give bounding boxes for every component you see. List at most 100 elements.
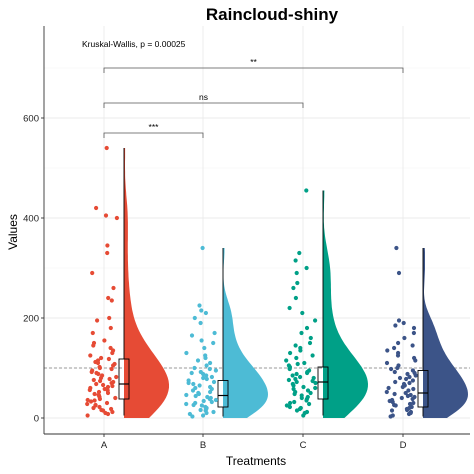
data-point [106,295,111,301]
data-point [89,369,94,375]
data-point [410,396,415,402]
data-point [399,395,404,401]
y-tick-label: 600 [23,114,39,125]
axes: 0 200 400 600 A B C D [23,26,470,451]
data-point [403,390,408,396]
significance-bracket [103,67,404,73]
data-point [105,243,110,248]
data-point [298,374,303,380]
data-point [294,371,299,377]
y-tick-label: 200 [23,314,39,325]
data-point [385,348,390,353]
violin-cloud-c [323,190,368,418]
data-point [186,380,191,386]
data-point [94,205,99,211]
data-point [392,345,397,351]
data-point [106,356,111,362]
data-point [313,385,318,391]
data-point [302,360,307,366]
data-point [405,393,410,399]
data-point [401,320,406,326]
data-point [203,310,208,316]
data-point [299,395,304,401]
data-point [413,358,418,363]
data-point [295,280,300,286]
data-point [395,365,400,371]
data-point [184,350,189,356]
data-point [190,414,195,419]
data-point [88,353,93,358]
data-point [295,361,300,367]
data-point [393,379,398,385]
data-point [192,365,197,371]
data-point [85,413,90,418]
data-point [213,397,218,403]
data-point [286,377,291,383]
data-point [111,363,116,368]
data-point [201,398,206,404]
data-point [304,398,309,403]
jitter-points [85,145,418,419]
x-tick-label: C [300,440,307,451]
data-point [313,380,318,386]
data-point [392,391,397,397]
data-point [406,388,411,393]
significance-label: ** [250,57,257,67]
violin-cloud-a [124,148,169,418]
data-point [203,355,208,361]
data-point [91,405,96,411]
data-point [97,396,102,402]
data-point [108,325,113,331]
data-point [113,395,118,401]
y-tick-label: 0 [34,414,39,425]
data-point [200,245,205,251]
data-point [304,188,309,193]
data-point [290,373,295,378]
data-point [105,250,110,256]
x-tick-label: D [400,440,407,451]
box-iqr-b [217,380,229,408]
data-point [109,298,114,303]
data-point [410,343,415,348]
data-point [308,335,313,341]
data-point [307,401,312,407]
box-iqr-c [317,366,329,400]
data-point [201,413,206,418]
data-point [384,360,390,366]
data-point [405,407,410,413]
data-point [114,215,119,221]
data-point [411,325,417,331]
data-point [396,270,402,276]
data-point [294,270,299,276]
data-point [209,374,214,380]
data-point [88,399,94,404]
data-point [90,330,95,336]
data-point [91,377,96,383]
data-point [392,369,397,375]
data-point [97,365,102,371]
data-point [396,318,402,323]
box-iqr-a [118,358,130,400]
data-point [95,318,100,323]
data-point [407,374,412,380]
significance-bracket [103,102,304,108]
data-point [199,338,204,343]
data-point [393,403,398,408]
data-point [199,403,204,408]
data-point [92,398,97,403]
data-point [404,376,409,382]
y-tick-label: 400 [23,214,39,225]
data-point [211,409,216,415]
violin-cloud-d [423,248,468,418]
data-point [300,310,305,316]
data-point [301,413,306,418]
data-point [397,375,403,381]
data-point [190,388,196,393]
data-point [198,320,203,326]
data-point [294,408,300,413]
data-point [193,393,198,399]
data-point [105,384,111,390]
data-point [308,390,313,396]
data-point [102,338,107,343]
